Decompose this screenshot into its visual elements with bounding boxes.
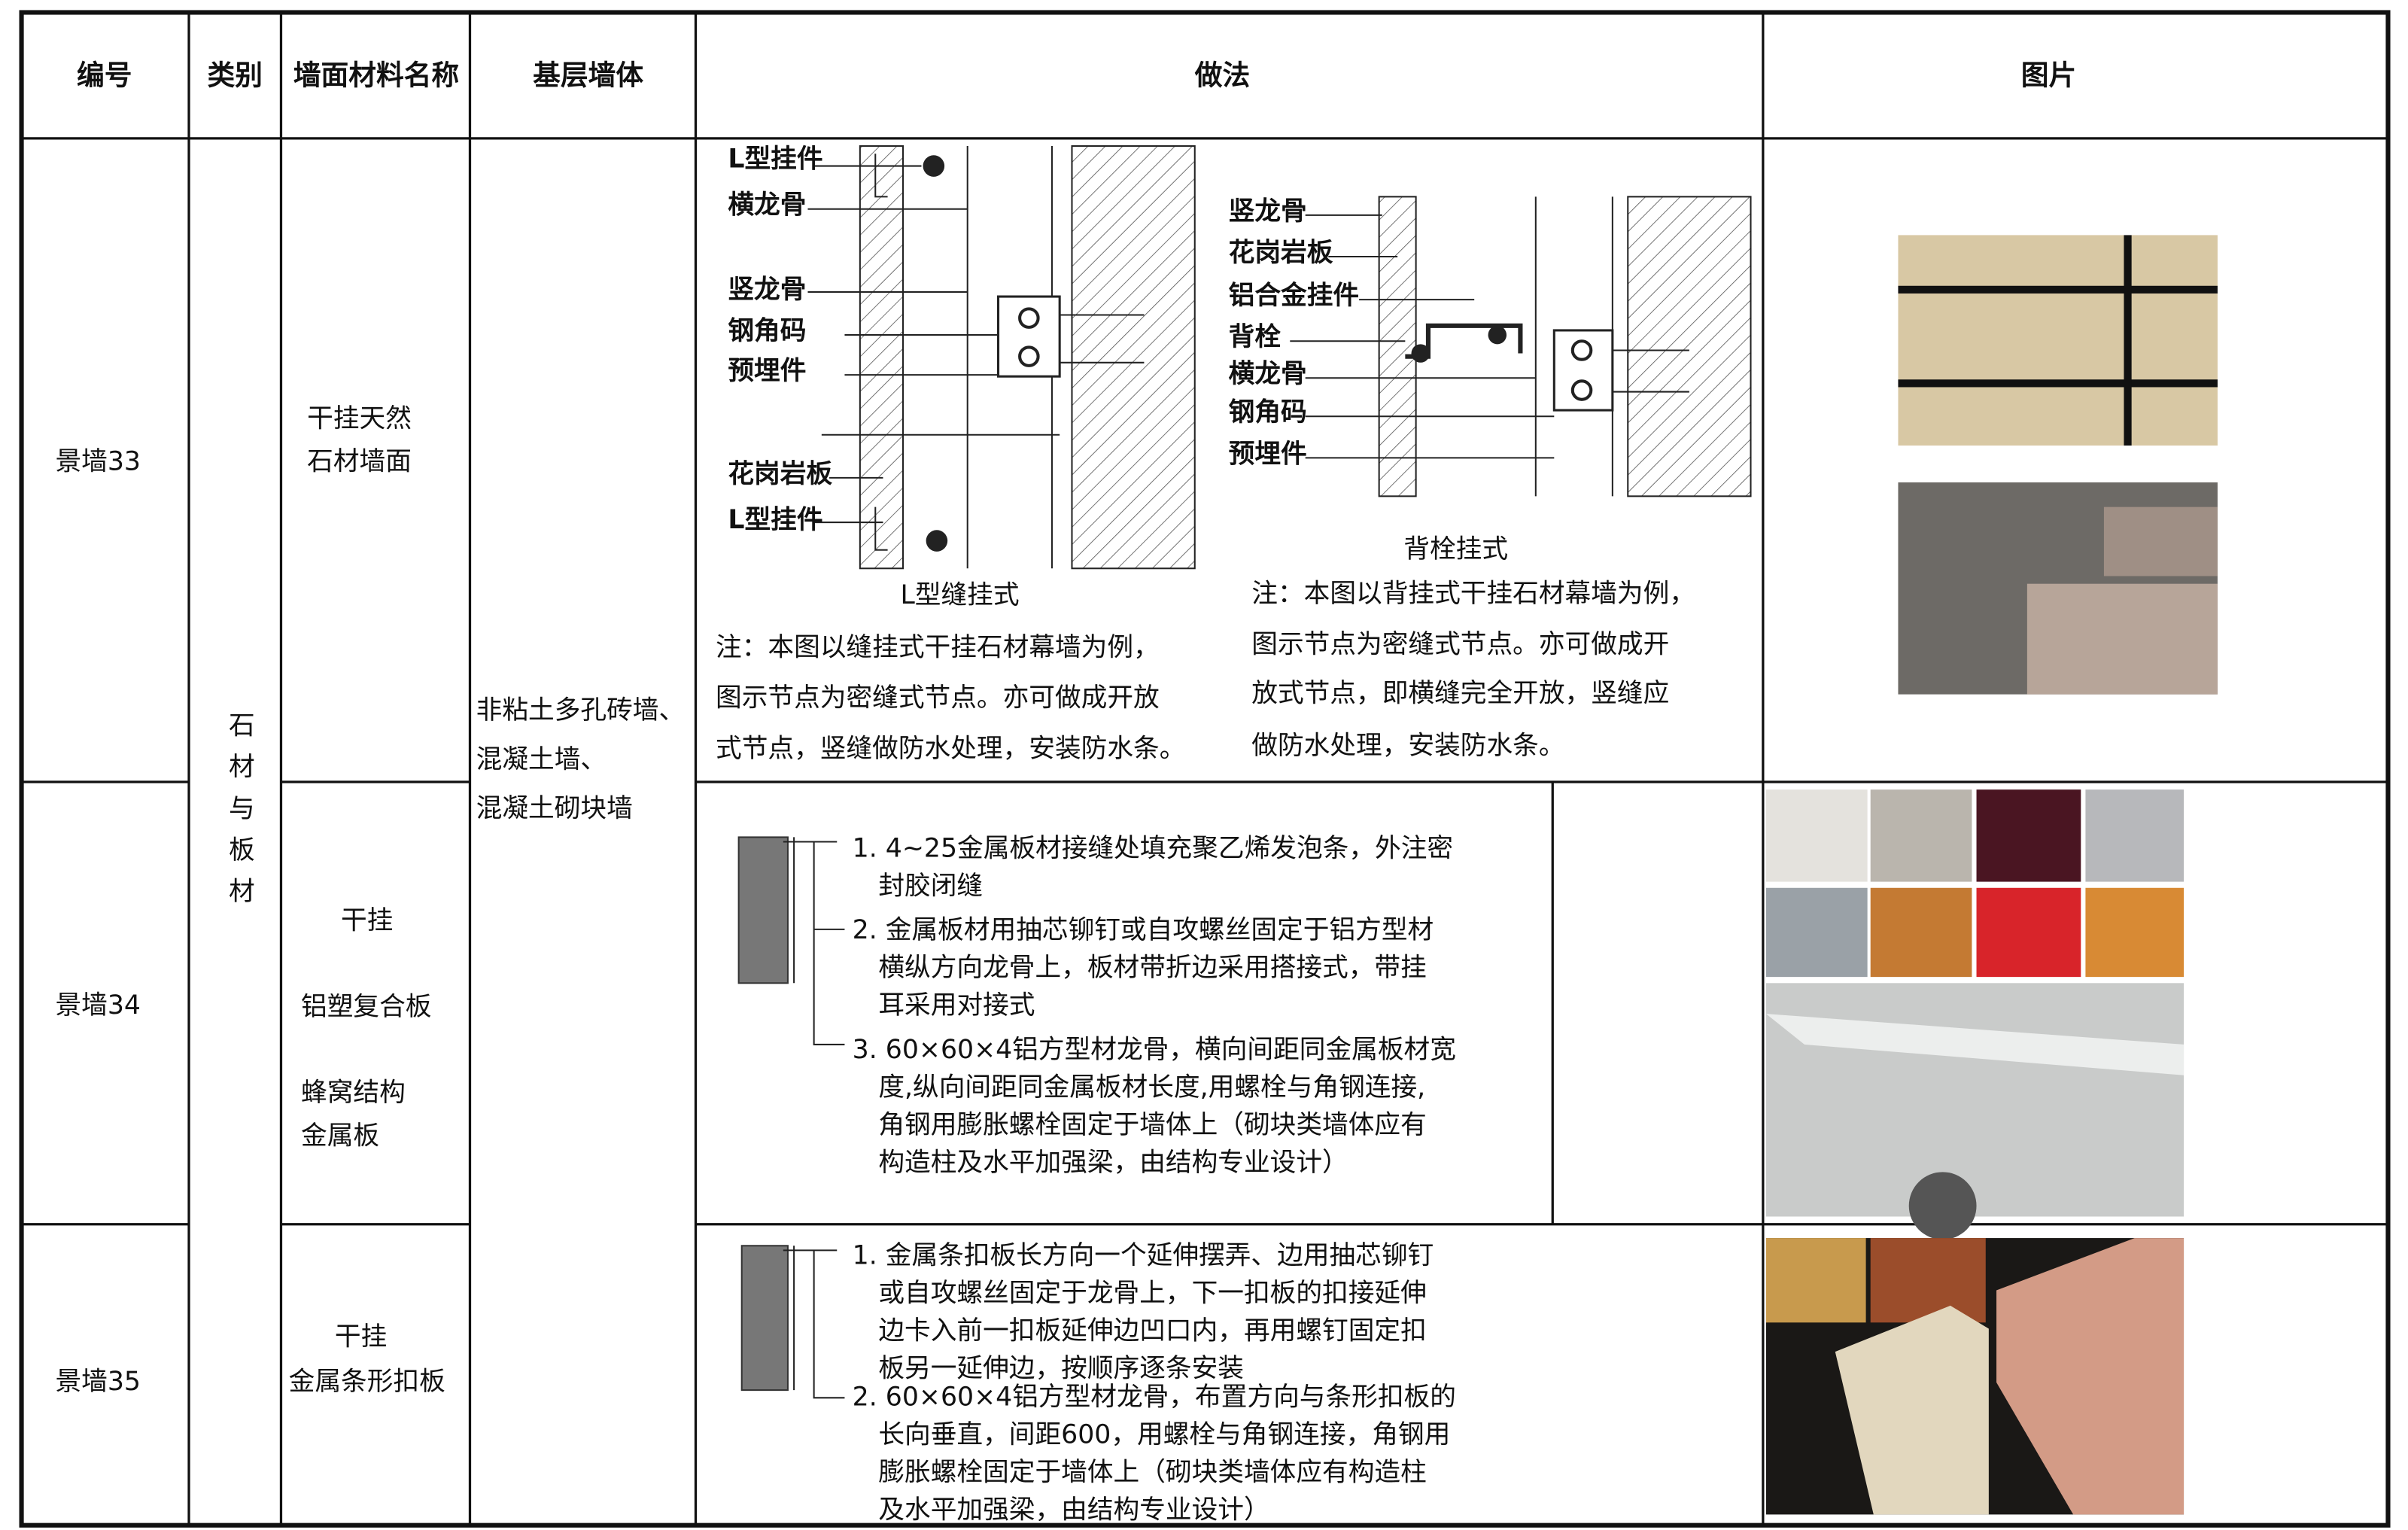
note-line: 注：本图以背挂式干挂石材幕墙为例， (1251, 579, 1695, 609)
diagram-label: 花岗岩板 (1229, 238, 1333, 268)
method-item-line: 2. 金属板材用抽芯铆钉或自攻螺丝固定于铝方型材 (853, 915, 1434, 945)
material-name: 石材墙面 (307, 446, 412, 476)
diagram-label: 钢角码 (1229, 397, 1307, 427)
row-id: 景墙35 (55, 1367, 141, 1397)
diagram-caption: L型缝挂式 (900, 580, 1019, 610)
method-item-line: 耳采用对接式 (878, 990, 1035, 1021)
header-cell: 图片 (2021, 59, 2076, 92)
header-cell: 做法 (1194, 59, 1250, 92)
method-item-line: 度,纵向间距同金属板材长度,用螺栓与角钢连接, (878, 1072, 1425, 1103)
method-item-line: 角钢用膨胀螺栓固定于墙体上（砌块类墙体应有 (878, 1110, 1426, 1140)
diagram-back-bolt (1290, 196, 1752, 497)
diagram-seam-hanging (807, 145, 1196, 570)
material-name: 干挂 (341, 906, 393, 936)
material-name: 蜂窝结构 (301, 1078, 406, 1108)
method-item-line: 3. 60×60×4铝方型材龙骨，横向间距同金属板材宽 (853, 1035, 1456, 1065)
method-item-line: 2. 60×60×4铝方型材龙骨，布置方向与条形扣板的 (853, 1382, 1456, 1412)
note-line: 做防水处理，安装防水条。 (1251, 731, 1564, 761)
note-line: 图示节点为密缝式节点。亦可做成开放 (716, 683, 1160, 713)
diagram-label: 竖龙骨 (1229, 196, 1307, 227)
material-name: 铝塑复合板 (301, 992, 431, 1022)
note-line: 式节点，竖缝做防水处理，安装防水条。 (716, 734, 1185, 764)
note-line: 图示节点为密缝式节点。亦可做成开 (1251, 629, 1669, 659)
note-line: 放式节点，即横缝完全开放，竖缝应 (1251, 679, 1669, 709)
row-id: 景墙33 (55, 446, 141, 476)
category: 石材与板材 (223, 711, 254, 919)
diagram-label: 钢角码 (728, 316, 806, 346)
material-name: 干挂天然 (307, 403, 412, 433)
material-name: 干挂 (335, 1322, 387, 1352)
method-item-line: 或自攻螺丝固定于龙骨上，下一扣板的扣接延伸 (878, 1279, 1426, 1309)
base-wall: 非粘土多孔砖墙、 (476, 695, 686, 725)
diagram-caption: 背栓挂式 (1403, 534, 1508, 564)
diagram-label: L型挂件 (728, 144, 822, 174)
method-item-line: 及水平加强梁，由结构专业设计） (878, 1495, 1269, 1525)
header-cell: 基层墙体 (533, 59, 643, 92)
diagram-label: 预埋件 (728, 356, 806, 386)
photos (1765, 235, 2218, 1515)
base-wall: 混凝土砌块墙 (476, 794, 633, 824)
note-line: 注：本图以缝挂式干挂石材幕墙为例， (716, 632, 1160, 662)
method-item-line: 膨胀螺栓固定于墙体上（砌块类墙体应有构造柱 (878, 1457, 1426, 1487)
method-item-line: 构造柱及水平加强梁，由结构专业设计） (878, 1148, 1348, 1178)
method-item-line: 1. 4~25金属板材接缝处填充聚乙烯发泡条，外注密 (853, 834, 1453, 864)
diagram-label: 竖龙骨 (728, 275, 806, 305)
table-grid (19, 10, 2391, 1528)
diagram-label: 铝合金挂件 (1229, 280, 1359, 311)
header-cell: 墙面材料名称 (293, 59, 459, 92)
material-name: 金属条形扣板 (289, 1367, 445, 1397)
diagram-label: L型挂件 (728, 505, 822, 535)
method-item-line: 封胶闭缝 (878, 871, 983, 902)
method-item-line: 长向垂直，间距600，用螺栓与角钢连接，角钢用 (878, 1419, 1450, 1449)
diagram-label: 横龙骨 (1229, 359, 1307, 389)
material-name: 金属板 (301, 1121, 379, 1151)
method-item-line: 1. 金属条扣板长方向一个延伸摆弄、边用抽芯铆钉 (853, 1241, 1434, 1271)
header-cell: 类别 (208, 59, 263, 92)
row-id: 景墙34 (55, 990, 141, 1021)
method-item-line: 边卡入前一扣板延伸边凹口内，再用螺钉固定扣 (878, 1316, 1426, 1346)
method-item-line: 横纵方向龙骨上，板材带折边采用搭接式，带挂 (878, 953, 1426, 983)
diagram-label: 预埋件 (1229, 439, 1307, 469)
diagram-label: 横龙骨 (728, 190, 806, 221)
header-cell: 编号 (77, 59, 132, 92)
base-wall: 混凝土墙、 (476, 744, 607, 774)
diagram-label: 背栓 (1229, 322, 1282, 352)
method-item-line: 板另一延伸边，按顺序逐条安装 (878, 1354, 1244, 1384)
panel-diagrams (737, 836, 845, 1399)
diagram-label: 花岗岩板 (728, 459, 832, 489)
